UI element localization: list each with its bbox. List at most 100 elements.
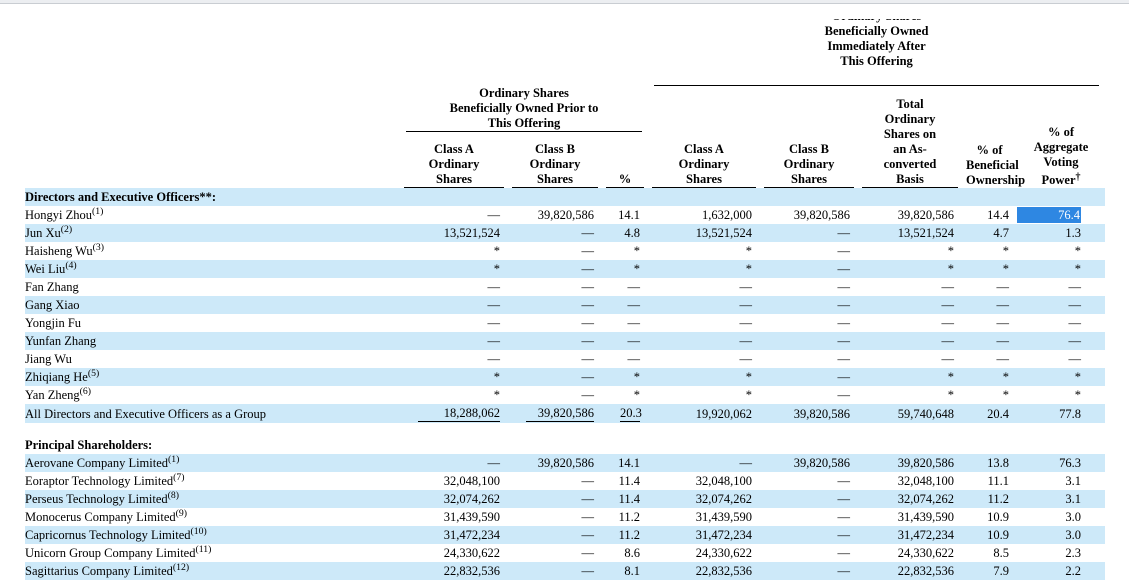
browser-top-edge-bar [0,0,1129,4]
value-cell: 39,820,586 [858,454,962,472]
section-gap [25,423,1106,436]
holder-name: Perseus Technology Limited [25,492,168,506]
holder-name: Haisheng Wu [25,244,93,258]
value-cell: 13,521,524 [400,224,508,242]
value-cell: 31,439,590 [443,510,500,524]
value-cell: — [739,352,753,366]
column-header-classB-after: Class B Ordinary Shares [760,86,858,188]
value-cell: 22,832,536 [858,562,962,580]
value-cell: 39,820,586 [760,404,858,423]
value-cell: — [400,454,508,472]
value-cell: 8.1 [602,562,648,580]
value-cell: — [760,224,858,242]
value-cell: — [996,352,1010,366]
value-cell: 22,832,536 [648,562,760,580]
value-cell: 39,820,586 [793,208,850,222]
value-cell: — [1017,332,1106,350]
holder-name: Jun Xu [25,226,61,240]
value-cell: 31,439,590 [897,510,954,524]
value-cell: * [962,260,1017,278]
value-cell: 11.2 [602,526,648,544]
value-cell: 11.4 [602,490,648,508]
value-cell: — [760,332,858,350]
value-cell: 76.3 [1017,454,1106,472]
value-cell: 4.7 [962,224,1017,242]
value-cell: — [760,562,858,580]
value-cell: — [760,296,858,314]
value-cell: — [996,280,1010,294]
value-cell: — [581,388,595,402]
holder-footnote-ref: (1) [168,454,180,466]
value-cell: — [400,332,508,350]
holder-footnote-ref: (7) [173,472,185,484]
column-header-classA-prior: Class A Ordinary Shares [400,132,508,188]
selected-value: 76.4 [1017,207,1082,223]
value-cell: — [739,316,753,330]
table-row: Haisheng Wu(3) * — * * — * * * [25,242,1105,260]
value-cell: * [1074,388,1082,402]
holder-footnote-ref: (10) [190,526,207,538]
value-cell: — [858,296,962,314]
value-cell: — [837,352,851,366]
value-cell: — [400,296,508,314]
holder-footnote-ref: (11) [195,544,212,556]
holder-name: Fan Zhang [25,280,79,294]
value-cell: * [400,260,508,278]
value-cell: 11.2 [618,510,640,524]
value-cell: 76.4 [1017,206,1105,224]
value-cell: — [941,280,955,294]
value-cell: 18,288,062 [400,404,508,423]
holder-name: Monocerus Company Limited [25,510,176,524]
column-header-classA-after: Class A Ordinary Shares [648,86,760,188]
value-cell: * [1017,368,1106,386]
table-row: All Directors and Executive Officers as … [25,404,1106,423]
header-name-spacer [25,4,400,188]
holder-footnote-ref: (1) [92,206,104,218]
value-cell: — [1068,280,1082,294]
column-header-classB-prior: Class B Ordinary Shares [508,132,602,188]
group-header-prior-cell: Ordinary Shares Beneficially Owned Prior… [400,86,648,132]
value-cell: 32,074,262 [648,490,760,508]
table-row: Eoraptor Technology Limited(7) 32,048,10… [25,472,1105,490]
holder-name: Jiang Wu [25,352,72,366]
value-cell: 10.9 [962,526,1017,544]
section-heading: Principal Shareholders: [25,438,153,452]
value-cell: 13.8 [962,454,1017,472]
column-header-total-asconverted: Total Ordinary Shares on an As- converte… [858,86,962,188]
value-cell: 2.3 [1065,546,1082,560]
value-cell: — [581,510,595,524]
value-cell: — [962,332,1017,350]
value-cell: * [947,244,954,258]
value-cell: 22,832,536 [400,562,508,580]
value-cell: — [508,562,602,580]
value-cell: 13,521,524 [858,224,962,242]
value-cell: 13,521,524 [648,224,760,242]
value-cell: — [1017,296,1106,314]
value-cell: — [1068,316,1082,330]
table-row: Fan Zhang — — — — — — — — [25,278,1105,296]
value-cell: — [837,388,851,402]
value-cell: — [581,280,595,294]
value-cell: — [508,260,602,278]
holder-name: Wei Liu [25,262,66,276]
value-cell: 32,074,262 [858,490,962,508]
value-cell: 24,330,622 [443,546,500,560]
value-cell: 14.1 [602,454,648,472]
value-cell: — [627,352,641,366]
value-cell: * [493,388,500,402]
value-cell: — [739,280,753,294]
value-cell: — [602,332,648,350]
value-cell: — [508,368,602,386]
holder-name: Hongyi Zhou [25,208,93,222]
beneficial-ownership-table: Ordinary Shares Beneficially Owned Immed… [25,4,1106,580]
value-cell: 11.2 [962,490,1017,508]
value-cell: — [837,280,851,294]
value-cell: * [1017,260,1106,278]
value-cell: * [858,260,962,278]
value-cell: — [508,296,602,314]
table-row: Yongjin Fu — — — — — — — — [25,314,1105,332]
holder-name: Unicorn Group Company Limited [25,546,196,560]
table-row: Sagittarius Company Limited(12) 22,832,5… [25,562,1106,580]
holder-name: All Directors and Executive Officers as … [25,407,267,421]
table-row: Yunfan Zhang — — — — — — — — [25,332,1106,350]
